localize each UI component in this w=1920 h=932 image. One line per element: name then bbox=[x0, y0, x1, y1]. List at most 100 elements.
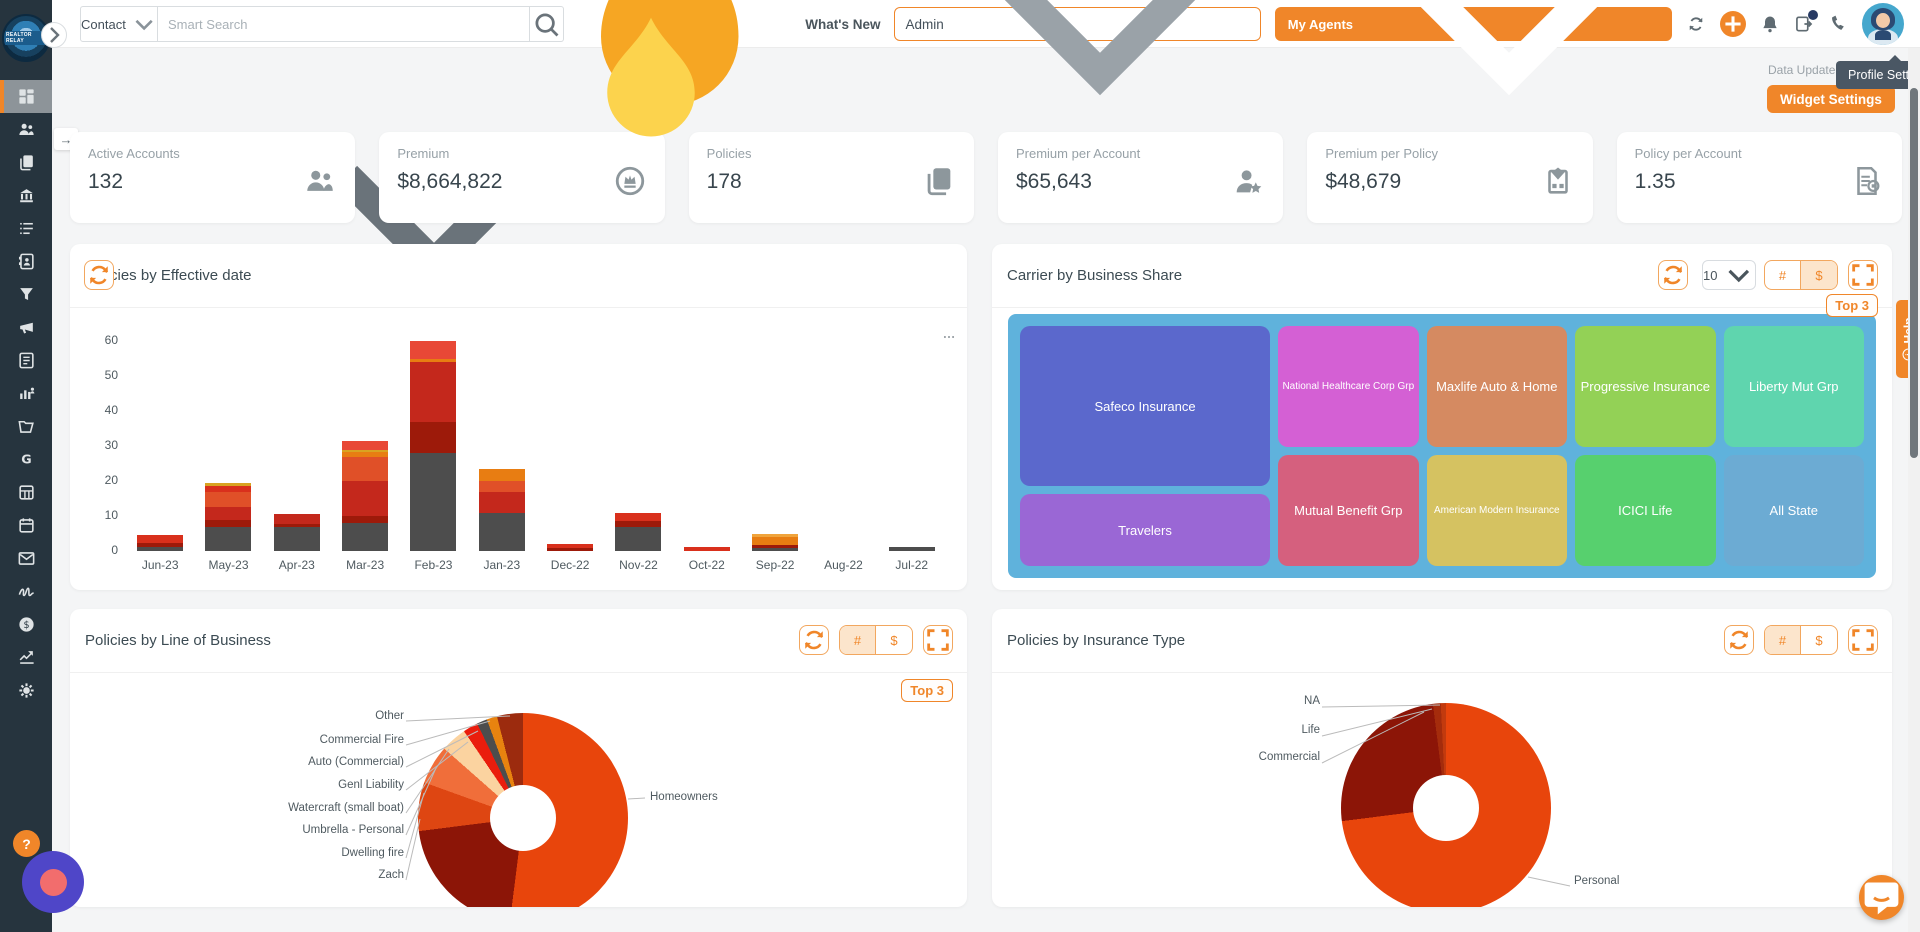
count-toggle[interactable]: # bbox=[1765, 261, 1801, 289]
my-agents-button[interactable]: My Agents bbox=[1274, 0, 1672, 96]
expand-button[interactable] bbox=[1848, 625, 1878, 655]
expand-icon bbox=[1849, 626, 1877, 654]
sidebar-item-policies[interactable] bbox=[0, 146, 52, 179]
card-title: Policies by Insurance Type bbox=[1007, 632, 1186, 649]
sidebar-item-google[interactable]: G bbox=[0, 443, 52, 476]
bar-Dec-22[interactable] bbox=[536, 341, 604, 551]
policies-by-effective-date-card: Policies by Effective date 0 10 20 30 40 50 60… bbox=[70, 244, 967, 590]
search-category-select[interactable]: Contact bbox=[80, 6, 158, 42]
y-tick: 50 bbox=[104, 368, 118, 382]
treemap-tile-all-state[interactable]: All State bbox=[1723, 455, 1864, 566]
phone-button[interactable] bbox=[1828, 14, 1848, 34]
treemap-tile-liberty-mut-grp[interactable]: Liberty Mut Grp bbox=[1723, 326, 1864, 448]
expand-button[interactable] bbox=[1848, 260, 1878, 290]
chart-options-menu[interactable] bbox=[938, 330, 960, 344]
sidebar-item-notes[interactable] bbox=[0, 344, 52, 377]
expand-button[interactable] bbox=[923, 625, 953, 655]
sidebar-item-billing[interactable]: $ bbox=[0, 608, 52, 641]
bar-May-23[interactable] bbox=[194, 341, 262, 551]
notes-icon bbox=[17, 351, 36, 370]
admin-dropdown[interactable]: Admin bbox=[894, 0, 1261, 96]
treemap-tile-travelers[interactable]: Travelers bbox=[1020, 494, 1271, 566]
widget-settings-button[interactable]: Widget Settings bbox=[1767, 85, 1895, 113]
bar-Oct-22[interactable] bbox=[673, 341, 741, 551]
kpi-row: Active Accounts 132 Premium $8,664,822 P… bbox=[70, 132, 1902, 223]
chat-launcher[interactable] bbox=[1859, 875, 1904, 920]
kpi-label: Active Accounts bbox=[88, 146, 180, 161]
sidebar-item-files[interactable] bbox=[0, 410, 52, 443]
sidebar-item-carriers[interactable] bbox=[0, 179, 52, 212]
kpi-policies[interactable]: Policies 178 bbox=[688, 132, 974, 223]
sidebar-item-lists[interactable] bbox=[0, 212, 52, 245]
bar-Jul-22[interactable] bbox=[878, 341, 946, 551]
kpi-premium-per-policy[interactable]: Premium per Policy $48,679 bbox=[1307, 132, 1593, 223]
treemap-tile-safeco-insurance[interactable]: Safeco Insurance bbox=[1020, 326, 1271, 487]
count-toggle[interactable]: # bbox=[1765, 626, 1801, 654]
bar-Aug-22[interactable] bbox=[809, 341, 877, 551]
page-scrollbar[interactable] bbox=[1908, 48, 1920, 932]
bar-chart bbox=[126, 341, 946, 551]
flame-icon bbox=[501, 0, 801, 174]
refresh-button[interactable] bbox=[1658, 260, 1688, 290]
bar-Jan-23[interactable] bbox=[468, 341, 536, 551]
kpi-policy-per-account[interactable]: Policy per Account 1.35 bbox=[1616, 132, 1902, 223]
messages-button[interactable] bbox=[1794, 10, 1818, 34]
kpi-active-accounts[interactable]: Active Accounts 132 bbox=[70, 132, 356, 223]
treemap-tile-icici-life[interactable]: ICICI Life bbox=[1575, 455, 1716, 566]
refresh-button[interactable] bbox=[799, 625, 829, 655]
search-button[interactable] bbox=[530, 6, 564, 42]
sidebar-item-esign[interactable] bbox=[0, 575, 52, 608]
dollar-toggle[interactable]: $ bbox=[1815, 632, 1823, 648]
sidebar-item-contacts[interactable] bbox=[0, 113, 52, 146]
dollar-toggle[interactable]: $ bbox=[1801, 261, 1837, 289]
sidebar-item-analytics[interactable] bbox=[0, 641, 52, 674]
signature-icon bbox=[17, 582, 36, 601]
bar-Nov-22[interactable] bbox=[604, 341, 672, 551]
treemap-tile-progressive-insurance[interactable]: Progressive Insurance bbox=[1575, 326, 1716, 448]
treemap-tile-maxlife-auto-home[interactable]: Maxlife Auto & Home bbox=[1426, 326, 1568, 448]
add-button[interactable] bbox=[1720, 11, 1746, 37]
sidebar-expand-button[interactable] bbox=[41, 22, 67, 48]
bar-Sep-22[interactable] bbox=[741, 341, 809, 551]
bar-Mar-23[interactable] bbox=[331, 341, 399, 551]
book-icon bbox=[17, 252, 36, 271]
sidebar-item-pipeline[interactable] bbox=[0, 278, 52, 311]
sidebar-item-dashboard[interactable] bbox=[0, 80, 52, 113]
widget-bubble[interactable] bbox=[22, 851, 84, 913]
profile-avatar[interactable] bbox=[1862, 3, 1904, 45]
whats-new-link[interactable]: What's New bbox=[501, 0, 880, 174]
search-input[interactable] bbox=[158, 6, 530, 42]
sync-button[interactable] bbox=[1686, 14, 1706, 34]
count-select[interactable]: 10 bbox=[1702, 260, 1756, 290]
treemap-tile-american-modern-insurance[interactable]: American Modern Insurance bbox=[1426, 455, 1568, 566]
sidebar-item-reports[interactable] bbox=[0, 377, 52, 410]
dollar-toggle[interactable]: $ bbox=[890, 632, 898, 648]
sidebar-item-address-book[interactable] bbox=[0, 245, 52, 278]
sidebar-item-marketing[interactable] bbox=[0, 311, 52, 344]
y-tick: 0 bbox=[111, 543, 118, 557]
kpi-premium-per-account[interactable]: Premium per Account $65,643 bbox=[997, 132, 1284, 223]
notifications-button[interactable] bbox=[1760, 14, 1780, 34]
help-button[interactable]: ? bbox=[13, 830, 40, 857]
treemap-tile-mutual-benefit-grp[interactable]: Mutual Benefit Grp bbox=[1278, 455, 1419, 566]
bar-Apr-23[interactable] bbox=[263, 341, 331, 551]
my-agents-label: My Agents bbox=[1287, 16, 1353, 32]
count-toggle[interactable]: # bbox=[840, 626, 876, 654]
refresh-button[interactable] bbox=[1724, 625, 1754, 655]
gear-icon bbox=[17, 681, 36, 700]
refresh-button[interactable] bbox=[84, 260, 114, 290]
bar-Feb-23[interactable] bbox=[399, 341, 467, 551]
scrollbar-thumb[interactable] bbox=[1910, 88, 1918, 458]
sidebar-item-calendar[interactable] bbox=[0, 509, 52, 542]
bar-Jun-23[interactable] bbox=[126, 341, 194, 551]
chevron-right-icon bbox=[42, 23, 66, 47]
x-tick: May-23 bbox=[208, 558, 249, 572]
sidebar-item-tables[interactable] bbox=[0, 476, 52, 509]
sidebar-item-settings[interactable] bbox=[0, 674, 52, 707]
kpi-value: $8,664,822 bbox=[397, 170, 503, 193]
kpi-premium[interactable]: Premium $8,664,822 bbox=[379, 132, 665, 223]
megaphone-icon bbox=[17, 318, 36, 337]
sidebar-item-email[interactable] bbox=[0, 542, 52, 575]
kpi-value: 132 bbox=[88, 170, 124, 193]
treemap-tile-national-healthcare-corp-grp[interactable]: National Healthcare Corp Grp bbox=[1278, 326, 1419, 448]
